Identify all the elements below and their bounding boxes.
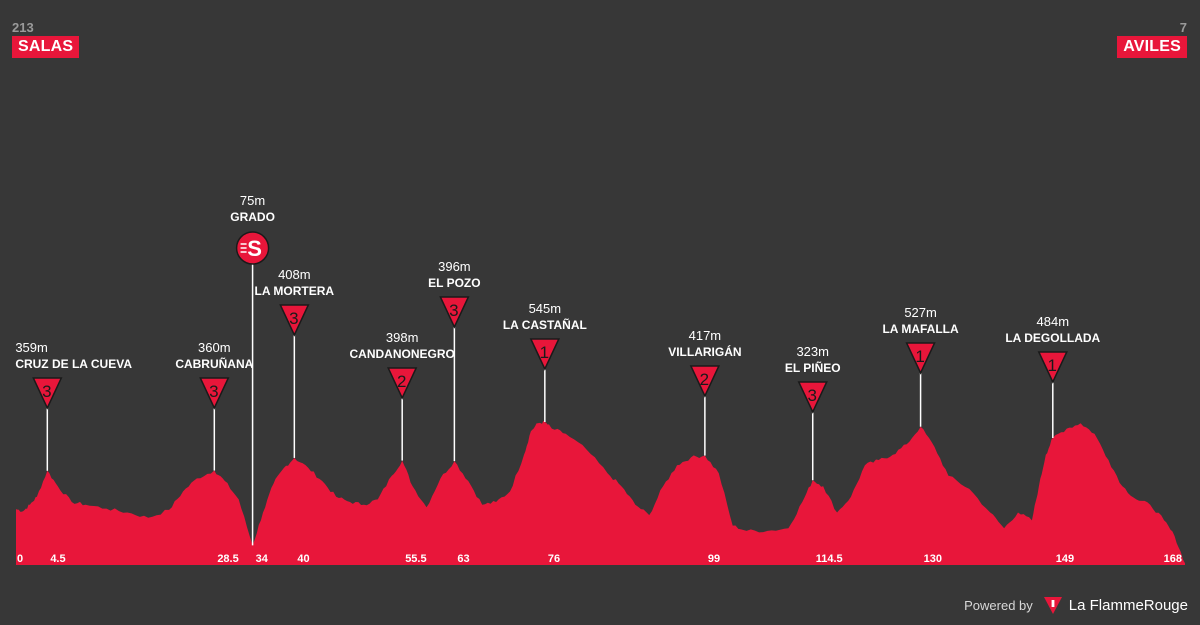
climb-category-icon <box>439 296 470 329</box>
point-name: LA MAFALLA <box>882 322 959 336</box>
climb-category-label: 3 <box>449 301 458 320</box>
point-name: CRUZ DE LA CUEVA <box>15 357 132 371</box>
point-name: LA CASTAÑAL <box>503 317 587 332</box>
sprint-marker-label: S <box>247 236 262 261</box>
point-altitude: 360m <box>198 340 231 355</box>
point-name: EL PIÑEO <box>785 360 841 375</box>
start-altitude: 213 <box>12 20 34 35</box>
point-altitude: 398m <box>386 330 419 345</box>
point-of-interest: 3 396m EL POZO <box>428 259 481 462</box>
climb-category-icon <box>32 377 63 410</box>
climb-category-icon <box>199 377 230 410</box>
climb-category-label: 3 <box>209 382 218 401</box>
climb-category-label: 1 <box>540 343 549 362</box>
point-altitude: 417m <box>689 328 722 343</box>
start-name: SALAS <box>12 36 80 58</box>
distance-tick-label: 63 <box>457 553 469 565</box>
point-of-interest: 3 359m CRUZ DE LA CUEVA <box>15 340 132 471</box>
point-altitude: 396m <box>438 259 471 274</box>
distance-tick-label: 168 <box>1164 553 1182 565</box>
point-altitude: 545m <box>529 301 562 316</box>
finish-name: AVILES <box>1117 36 1187 58</box>
point-altitude: 75m <box>240 193 265 208</box>
distance-tick-label: 34 <box>256 553 269 565</box>
point-of-interest: 2 398m CANDANONEGRO <box>350 330 455 461</box>
point-name: VILLARIGÁN <box>668 344 741 359</box>
climb-category-label: 1 <box>1048 356 1057 375</box>
point-name: GRADO <box>230 210 275 224</box>
finish-point: 7 AVILES <box>1117 20 1187 58</box>
climb-category-label: 3 <box>289 309 298 328</box>
distance-tick-label: 40 <box>297 553 309 565</box>
point-of-interest: S 75m GRADO <box>230 193 275 546</box>
point-altitude: 527m <box>904 305 937 320</box>
footer: Powered by La FlammeRouge <box>964 595 1188 615</box>
powered-by-text: Powered by <box>964 597 1033 613</box>
climb-category-label: 3 <box>807 386 816 405</box>
climb-category-icon <box>689 365 721 398</box>
climb-category-icon <box>529 338 561 371</box>
distance-ticks: 0 4.5 28.5 34 40 55.5 63 76 99 114.5 130 149 168 <box>17 553 1182 565</box>
climb-category-label: 2 <box>700 370 709 389</box>
distance-tick-label: 149 <box>1056 553 1074 565</box>
point-altitude: 359m <box>15 340 48 355</box>
climb-category-label: 2 <box>397 372 406 391</box>
distance-tick-label: 4.5 <box>50 553 65 565</box>
profile-area <box>16 420 1185 565</box>
point-of-interest: 1 527m LA MAFALLA <box>882 305 959 427</box>
point-name: LA MORTERA <box>255 284 335 298</box>
climb-category-label: 3 <box>42 382 51 401</box>
flamme-rouge-logo-icon <box>1043 597 1062 614</box>
point-altitude: 484m <box>1037 314 1070 329</box>
climb-category-icon <box>905 342 936 375</box>
climb-category-icon <box>387 367 418 400</box>
point-name: EL POZO <box>428 276 480 290</box>
distance-tick-label: 114.5 <box>816 553 843 565</box>
distance-tick-label: 0 <box>17 553 23 565</box>
climb-category-icon <box>279 304 310 337</box>
brand-name: La FlammeRouge <box>1068 596 1188 614</box>
point-name: CANDANONEGRO <box>350 347 455 361</box>
point-name: CABRUÑANA <box>175 356 253 371</box>
climb-category-label: 1 <box>915 347 924 366</box>
start-point: 213 SALAS <box>12 20 80 58</box>
climb-category-icon <box>1037 351 1068 384</box>
distance-tick-label: 55.5 <box>405 553 426 565</box>
point-altitude: 408m <box>278 267 311 282</box>
finish-altitude: 7 <box>1179 20 1187 35</box>
point-of-interest: 3 408m LA MORTERA <box>255 267 335 458</box>
point-of-interest: 1 484m LA DEGOLLADA <box>1005 314 1101 439</box>
climb-category-icon <box>797 381 828 414</box>
sprint-icon <box>235 231 270 265</box>
point-name: LA DEGOLLADA <box>1005 331 1100 345</box>
distance-tick-label: 130 <box>924 553 942 565</box>
distance-tick-label: 99 <box>708 553 720 565</box>
distance-tick-label: 28.5 <box>217 553 238 565</box>
point-altitude: 323m <box>796 344 829 359</box>
distance-tick-label: 76 <box>548 553 560 565</box>
